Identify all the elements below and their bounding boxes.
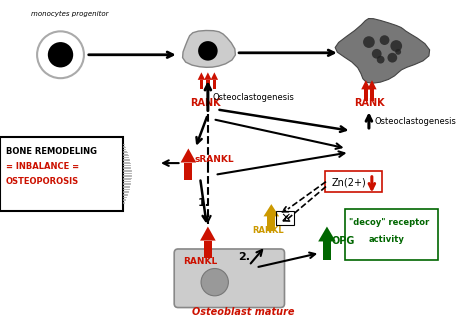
Polygon shape xyxy=(200,80,203,89)
Text: Osteoclastogenesis: Osteoclastogenesis xyxy=(213,93,295,102)
Polygon shape xyxy=(206,80,210,89)
Polygon shape xyxy=(318,226,336,241)
Polygon shape xyxy=(198,72,205,80)
Polygon shape xyxy=(361,80,371,90)
FancyBboxPatch shape xyxy=(325,171,382,192)
Circle shape xyxy=(37,31,84,78)
Polygon shape xyxy=(182,30,236,67)
Polygon shape xyxy=(335,19,429,83)
FancyBboxPatch shape xyxy=(174,249,284,308)
Polygon shape xyxy=(204,72,211,80)
Text: RANK: RANK xyxy=(191,99,221,109)
Polygon shape xyxy=(181,148,196,163)
Text: RANKL: RANKL xyxy=(252,226,283,235)
Polygon shape xyxy=(364,90,368,101)
Text: $\times$: $\times$ xyxy=(280,211,291,224)
Text: 1.: 1. xyxy=(198,198,210,208)
Polygon shape xyxy=(210,72,218,80)
Text: Osteoblast mature: Osteoblast mature xyxy=(192,307,295,317)
FancyBboxPatch shape xyxy=(0,137,123,211)
Circle shape xyxy=(198,41,218,60)
Text: sRANKL: sRANKL xyxy=(194,155,234,164)
Polygon shape xyxy=(200,226,216,240)
Polygon shape xyxy=(367,80,377,90)
Text: OPG: OPG xyxy=(332,236,355,246)
Circle shape xyxy=(391,40,402,52)
Text: "decoy" receptor: "decoy" receptor xyxy=(349,217,429,226)
Text: 2.: 2. xyxy=(238,252,250,262)
Polygon shape xyxy=(264,204,279,216)
Polygon shape xyxy=(323,241,331,260)
Text: Zn(2+): Zn(2+) xyxy=(332,178,366,188)
Text: BONE REMODELING: BONE REMODELING xyxy=(6,147,97,156)
Polygon shape xyxy=(212,80,216,89)
Polygon shape xyxy=(267,216,275,231)
Circle shape xyxy=(372,49,382,59)
Polygon shape xyxy=(204,240,212,258)
Circle shape xyxy=(387,53,397,62)
Text: = INBALANCE =: = INBALANCE = xyxy=(6,162,79,171)
Circle shape xyxy=(201,269,228,296)
Polygon shape xyxy=(184,163,192,180)
Circle shape xyxy=(377,56,384,63)
Polygon shape xyxy=(370,90,374,101)
Text: activity: activity xyxy=(369,235,405,244)
Text: monocytes progenitor: monocytes progenitor xyxy=(31,11,109,17)
Circle shape xyxy=(363,36,375,48)
Circle shape xyxy=(48,42,73,67)
Text: RANK: RANK xyxy=(354,99,385,109)
Text: OSTEOPOROSIS: OSTEOPOROSIS xyxy=(6,177,79,186)
Text: Osteoclastogenesis: Osteoclastogenesis xyxy=(375,117,456,126)
Text: RANKL: RANKL xyxy=(183,257,218,266)
Circle shape xyxy=(380,35,390,45)
FancyBboxPatch shape xyxy=(345,209,438,260)
Circle shape xyxy=(395,49,401,55)
